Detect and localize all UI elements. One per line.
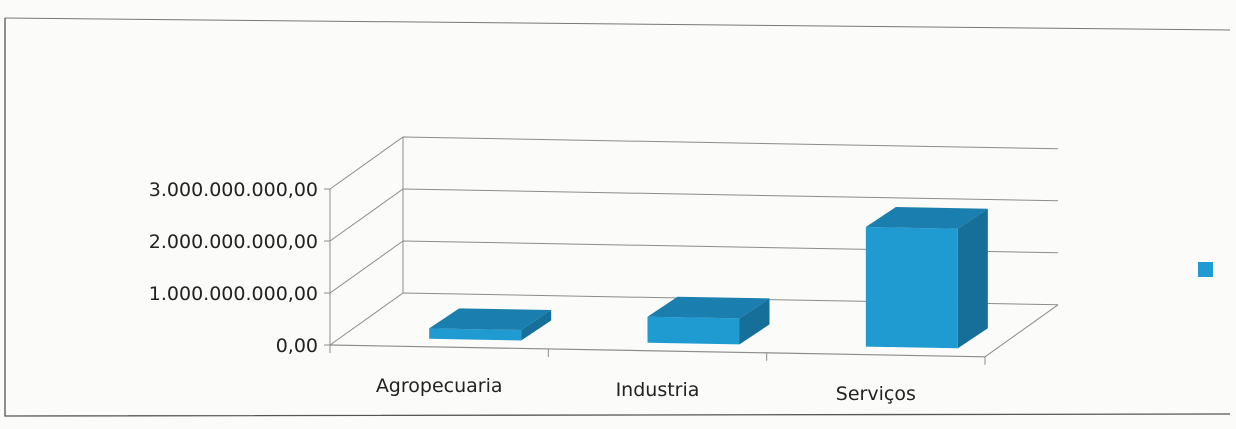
bar-layer [429,207,988,349]
bar-front [647,316,740,345]
chart-border [4,18,1231,417]
x-axis-line [329,344,986,358]
bar-front [429,328,522,341]
y-tick-label: 2.000.000.000,00 [149,231,318,253]
label-layer: 0,00 1.000.000.000,00 2.000.000.000,00 3.00… [149,179,916,405]
bar-side [521,310,552,341]
gridline [329,136,1059,190]
y-tick-label: 0,00 [276,335,318,357]
bar [865,207,988,349]
bar [429,308,552,341]
bar-side [739,298,770,345]
x-tick-label: Agropecuaria [376,375,503,397]
x-tick-label: Serviços [836,383,916,405]
legend-marker [1198,262,1213,277]
chart-border-top [4,17,1231,31]
axis-layer [324,188,986,365]
y-tick-label: 1.000.000.000,00 [149,283,318,305]
floor-edge [984,304,1059,358]
bar [647,296,770,345]
y-tick-label: 3.000.000.000,00 [149,179,318,201]
bar-top [865,207,988,229]
bar-top [429,308,552,331]
bar-front [865,227,958,349]
grid-layer [329,136,1059,358]
x-tick-label: Industria [616,379,700,401]
bar-top [647,296,770,319]
bar-side [957,208,988,349]
